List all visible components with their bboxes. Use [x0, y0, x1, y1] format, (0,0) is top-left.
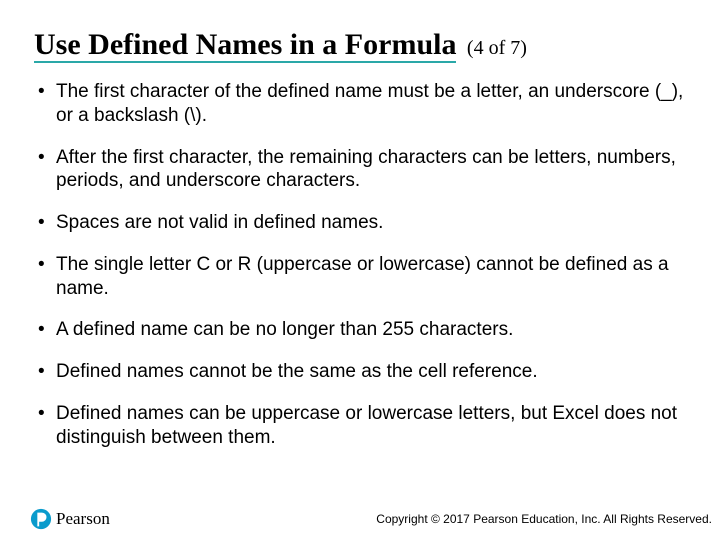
list-item: The first character of the defined name …	[34, 80, 686, 128]
bullet-list: The first character of the defined name …	[34, 80, 686, 449]
list-item: A defined name can be no longer than 255…	[34, 318, 686, 342]
slide-counter: (4 of 7)	[467, 37, 527, 59]
pearson-logo-icon	[30, 508, 52, 530]
list-item: The single letter C or R (uppercase or l…	[34, 253, 686, 301]
list-item: Spaces are not valid in defined names.	[34, 211, 686, 235]
list-item: After the first character, the remaining…	[34, 146, 686, 194]
list-item: Defined names cannot be the same as the …	[34, 360, 686, 384]
footer: Pearson Copyright © 2017 Pearson Educati…	[0, 508, 720, 530]
copyright-text: Copyright © 2017 Pearson Education, Inc.…	[376, 512, 712, 526]
title-row: Use Defined Names in a Formula (4 of 7)	[34, 28, 686, 62]
slide-title: Use Defined Names in a Formula	[34, 28, 456, 63]
list-item: Defined names can be uppercase or lowerc…	[34, 402, 686, 450]
slide: Use Defined Names in a Formula (4 of 7) …	[0, 0, 720, 540]
brand-name: Pearson	[56, 509, 110, 529]
brand: Pearson	[30, 508, 110, 530]
